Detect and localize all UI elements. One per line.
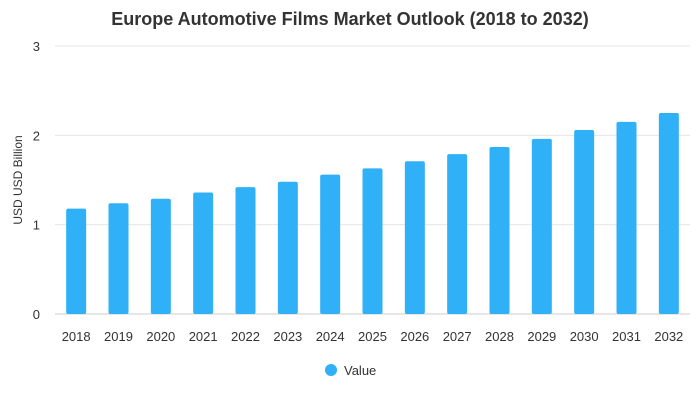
x-axis-ticks: 2018 2019 2020 2021 2022 2023 2024 2025 2026 2027… (62, 329, 684, 344)
x-tick-label-2022: 2022 (231, 329, 260, 344)
x-tick-label-2024: 2024 (316, 329, 345, 344)
bar-2021[interactable] (193, 192, 214, 314)
bar-2024[interactable] (320, 174, 341, 314)
bar-2022[interactable] (235, 187, 256, 314)
x-tick-label-2030: 2030 (570, 329, 599, 344)
bar-2025[interactable] (362, 168, 383, 314)
x-tick-label-2028: 2028 (485, 329, 514, 344)
x-tick-label-2018: 2018 (62, 329, 91, 344)
bar-2020[interactable] (150, 198, 171, 314)
bar-2023[interactable] (277, 181, 298, 314)
x-tick-label-2023: 2023 (273, 329, 302, 344)
bars (66, 113, 679, 314)
chart-title: Europe Automotive Films Market Outlook (… (111, 9, 588, 29)
y-axis-label: USD USD Billion (11, 135, 25, 224)
y-tick-label-1: 1 (33, 218, 40, 233)
x-tick-label-2021: 2021 (189, 329, 218, 344)
bar-2028[interactable] (489, 146, 510, 314)
bar-2026[interactable] (404, 161, 425, 314)
bar-2029[interactable] (531, 138, 552, 314)
x-tick-label-2027: 2027 (443, 329, 472, 344)
bar-2031[interactable] (616, 121, 637, 314)
x-tick-label-2020: 2020 (146, 329, 175, 344)
bar-2030[interactable] (574, 129, 595, 314)
legend-label-value: Value (344, 363, 376, 378)
legend[interactable]: Value (325, 363, 376, 378)
x-tick-label-2029: 2029 (527, 329, 556, 344)
y-axis-ticks: 0 1 2 3 (33, 39, 40, 322)
x-tick-label-2026: 2026 (400, 329, 429, 344)
y-tick-label-2: 2 (33, 128, 40, 143)
x-tick-label-2031: 2031 (612, 329, 641, 344)
y-tick-label-3: 3 (33, 39, 40, 54)
x-tick-label-2032: 2032 (654, 329, 683, 344)
bar-2019[interactable] (108, 203, 129, 314)
bar-2018[interactable] (66, 208, 87, 314)
legend-marker-value (325, 364, 337, 376)
y-tick-label-0: 0 (33, 307, 40, 322)
bar-2027[interactable] (447, 154, 468, 314)
x-tick-label-2019: 2019 (104, 329, 133, 344)
x-tick-label-2025: 2025 (358, 329, 387, 344)
bar-2032[interactable] (658, 113, 679, 314)
